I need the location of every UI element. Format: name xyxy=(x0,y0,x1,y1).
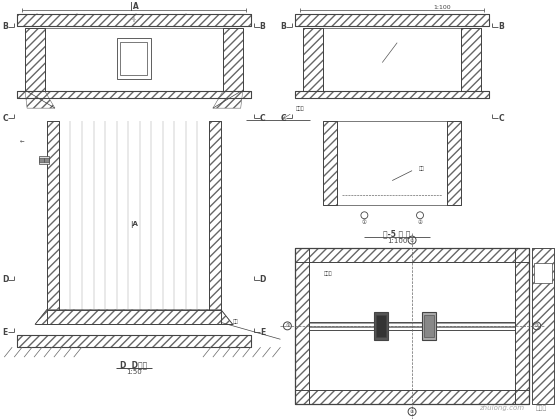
Text: C: C xyxy=(281,113,286,123)
Bar xyxy=(44,158,49,162)
Bar xyxy=(323,121,337,205)
Bar xyxy=(223,28,242,91)
Text: ←: ← xyxy=(20,139,25,143)
Bar xyxy=(532,248,554,404)
Text: ①: ① xyxy=(285,323,290,328)
Bar xyxy=(47,121,59,310)
Bar xyxy=(295,248,309,404)
Bar xyxy=(17,14,251,26)
Text: ┤├: ┤├ xyxy=(132,18,137,22)
Text: B: B xyxy=(498,22,504,32)
Text: ①: ① xyxy=(362,220,367,225)
Bar xyxy=(116,38,151,79)
Text: E: E xyxy=(260,328,265,337)
Text: ②: ② xyxy=(410,409,414,414)
Bar xyxy=(295,91,489,98)
Text: B: B xyxy=(281,22,286,32)
Bar xyxy=(515,248,529,404)
Bar xyxy=(337,121,447,205)
Polygon shape xyxy=(35,310,233,324)
Text: |A: |A xyxy=(130,221,138,228)
Bar xyxy=(323,28,461,91)
Text: D: D xyxy=(259,275,266,284)
Text: 1:100: 1:100 xyxy=(387,238,407,244)
Polygon shape xyxy=(25,91,55,108)
Text: E: E xyxy=(3,328,8,337)
Bar xyxy=(295,91,489,98)
Text: ①: ① xyxy=(535,323,539,328)
Bar xyxy=(374,312,388,340)
Bar xyxy=(39,158,44,162)
Bar xyxy=(323,121,337,205)
Bar xyxy=(295,248,529,262)
Bar xyxy=(17,91,251,98)
Bar xyxy=(47,310,221,324)
Text: C: C xyxy=(260,113,265,123)
Bar xyxy=(209,121,221,310)
Bar xyxy=(295,390,529,404)
Text: |A: |A xyxy=(129,3,138,11)
Text: D: D xyxy=(2,275,8,284)
Bar xyxy=(422,312,436,340)
Text: 箭头: 箭头 xyxy=(419,166,425,171)
Text: ②: ② xyxy=(410,238,414,243)
Bar xyxy=(17,335,251,347)
Bar xyxy=(25,28,45,91)
Text: B: B xyxy=(2,22,8,32)
Bar xyxy=(17,91,251,98)
Bar xyxy=(309,322,515,330)
Bar xyxy=(295,248,309,404)
Bar xyxy=(534,263,552,283)
Text: 1:50: 1:50 xyxy=(126,369,142,375)
Bar xyxy=(47,121,59,310)
Text: 竖-5 层 位: 竖-5 层 位 xyxy=(384,230,411,239)
Bar xyxy=(461,28,481,91)
Text: 长廊秘: 长廊秘 xyxy=(324,271,333,276)
Bar xyxy=(309,322,515,330)
Bar xyxy=(17,335,251,347)
Bar xyxy=(532,248,554,404)
Text: C: C xyxy=(2,113,8,123)
Text: 1:100: 1:100 xyxy=(433,5,451,10)
Polygon shape xyxy=(213,91,242,108)
Bar xyxy=(223,28,242,91)
Text: 架构图: 架构图 xyxy=(535,405,547,411)
Bar xyxy=(45,28,223,91)
Bar xyxy=(295,248,529,404)
Text: C: C xyxy=(498,113,504,123)
Text: zhulong.com: zhulong.com xyxy=(479,405,524,411)
Bar xyxy=(295,248,529,262)
Bar xyxy=(461,28,481,91)
Text: ②: ② xyxy=(418,220,422,225)
Bar xyxy=(295,390,529,404)
Bar xyxy=(295,14,489,26)
Text: 坡比: 坡比 xyxy=(233,319,239,324)
Bar xyxy=(39,156,49,164)
Text: 钢板桩: 钢板桩 xyxy=(283,106,304,118)
Bar xyxy=(447,121,461,205)
Bar xyxy=(447,121,461,205)
Bar xyxy=(295,14,489,26)
Text: D  D剖面: D D剖面 xyxy=(120,360,147,370)
Bar xyxy=(376,315,386,337)
Bar xyxy=(304,28,323,91)
Bar xyxy=(120,42,147,76)
Bar xyxy=(17,14,251,26)
Bar xyxy=(209,121,221,310)
Bar xyxy=(424,315,434,337)
Text: B: B xyxy=(260,22,265,32)
Bar xyxy=(25,28,45,91)
Bar xyxy=(515,248,529,404)
Bar xyxy=(304,28,323,91)
